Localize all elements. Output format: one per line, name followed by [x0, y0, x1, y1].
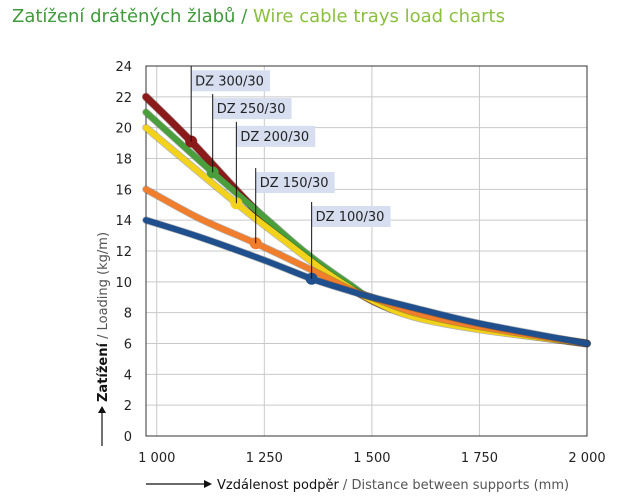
svg-text:Zatížení / Loading (kg/m): Zatížení / Loading (kg/m)	[96, 232, 111, 402]
label-box-dz-250-30	[212, 98, 292, 120]
y-tick-label: 0	[124, 430, 132, 445]
title-en: Wire cable trays load charts	[252, 6, 505, 27]
x-axis-label-sep: /	[339, 478, 352, 493]
label-box-dz-300-30	[191, 70, 271, 92]
x-tick-label: 1 750	[461, 451, 498, 466]
title-cz: Zatížení drátěných žlabů	[12, 6, 236, 27]
x-axis-arrow-head	[204, 480, 212, 488]
y-tick-label: 20	[115, 122, 132, 137]
label-box-dz-150-30	[255, 172, 335, 194]
label-text-dz-250-30: DZ 250/30	[217, 102, 286, 117]
x-tick-label: 1 000	[138, 451, 175, 466]
label-text-dz-150-30: DZ 150/30	[260, 176, 329, 191]
grid	[146, 65, 588, 437]
plot-frame	[145, 65, 588, 437]
x-tick-label: 2 000	[568, 451, 605, 466]
series-layer	[141, 92, 592, 348]
y-axis-arrow-head	[98, 406, 106, 413]
y-tick-label: 12	[115, 245, 132, 260]
y-axis-label-cz: Zatížení	[96, 341, 111, 402]
svg-text:Vzdálenost podpěr / Distance b: Vzdálenost podpěr / Distance between sup…	[217, 478, 569, 493]
y-tick-label: 8	[124, 307, 132, 322]
x-tick-labels: 1 000 1 250 1 500 1 750 2 000	[138, 451, 605, 466]
y-axis-label: Zatížení / Loading (kg/m)	[96, 232, 111, 446]
x-axis-label: Vzdálenost podpěr / Distance between sup…	[146, 478, 569, 493]
y-tick-label: 10	[115, 276, 132, 291]
y-tick-label: 4	[124, 368, 132, 383]
y-tick-label: 6	[124, 338, 132, 353]
x-tick-label: 1 500	[353, 451, 390, 466]
y-axis-label-en: Loading (kg/m)	[96, 232, 111, 330]
chart-title: Zatížení drátěných žlabů / Wire cable tr…	[12, 6, 505, 27]
label-text-dz-300-30: DZ 300/30	[195, 74, 264, 89]
y-axis-label-sep: /	[96, 330, 111, 343]
x-tick-label: 1 250	[246, 451, 283, 466]
label-box-dz-200-30	[236, 125, 316, 147]
y-tick-label: 18	[115, 153, 132, 168]
y-tick-label: 16	[115, 183, 132, 198]
y-tick-label: 2	[124, 399, 132, 414]
label-text-dz-100-30: DZ 100/30	[316, 210, 385, 225]
y-tick-label: 24	[115, 60, 132, 75]
series-dz-100-30-line	[143, 217, 590, 347]
x-axis-label-cz: Vzdálenost podpěr	[217, 478, 339, 493]
title-separator: /	[235, 6, 253, 27]
label-text-dz-200-30: DZ 200/30	[240, 130, 309, 145]
y-tick-label: 22	[115, 91, 132, 106]
x-axis-label-en: Distance between supports (mm)	[351, 478, 569, 493]
label-box-dz-100-30	[311, 206, 391, 227]
series-labels: DZ 300/30 DZ 250/30 DZ 200/30 DZ 150/30 DZ 1…	[190, 66, 391, 279]
y-tick-label: 14	[115, 214, 132, 229]
